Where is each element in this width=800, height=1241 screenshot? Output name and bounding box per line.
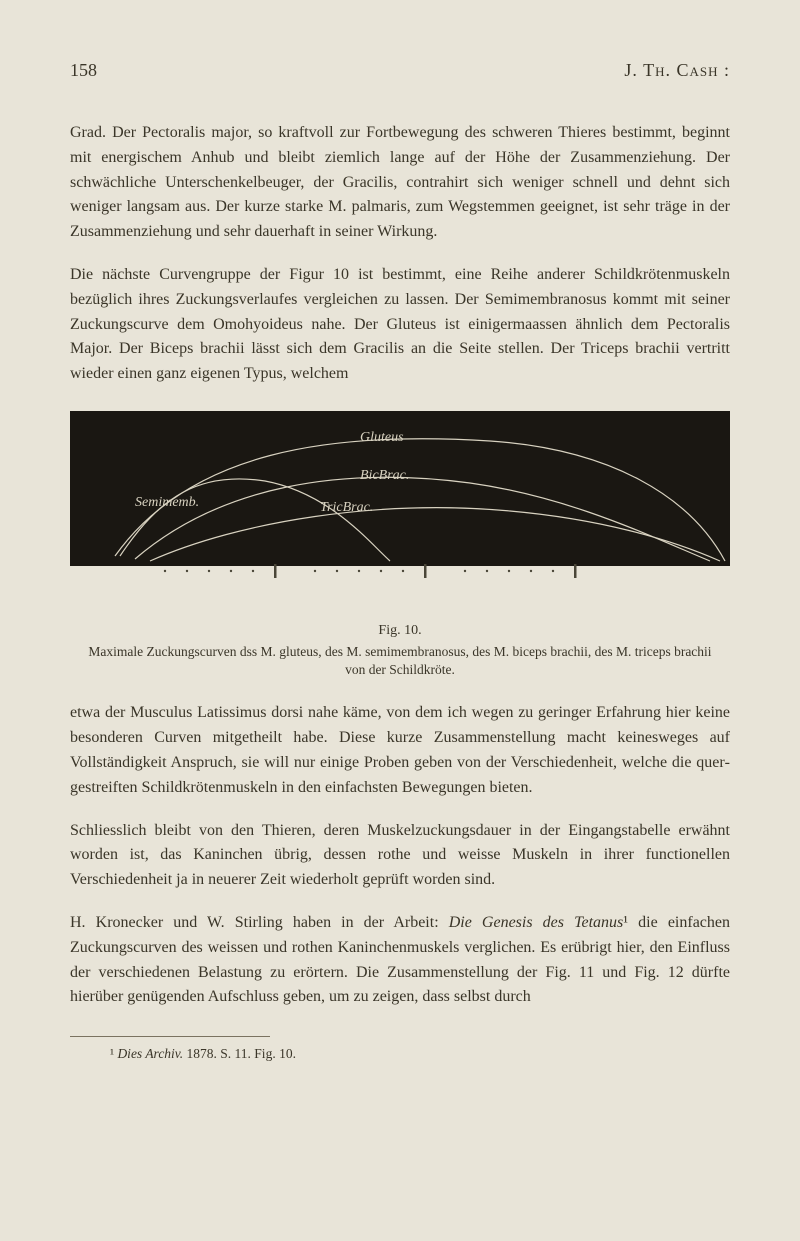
footnote-after: 1878. S. 11. Fig. 10. (183, 1046, 296, 1061)
figure-10-svg: Gluteus Semimemb. BicBrac. TricBrac. (70, 411, 730, 611)
footnote-1: ¹ Dies Archiv. 1878. S. 11. Fig. 10. (70, 1045, 730, 1064)
author-header: J. Th. Cash : (624, 60, 730, 81)
svg-text:TricBrac.: TricBrac. (320, 500, 373, 515)
p5-italic: Die Genesis des Tetanus (449, 914, 624, 931)
footnote-italic: Dies Archiv. (117, 1046, 183, 1061)
page-header: 158 J. Th. Cash : (70, 60, 730, 81)
paragraph-5: H. Kronecker und W. Stirling haben in de… (70, 911, 730, 1010)
paragraph-1: Grad. Der Pectoralis major, so kraftvoll… (70, 121, 730, 245)
paragraph-3: etwa der Musculus Latissimus dorsi nahe … (70, 701, 730, 800)
page-number: 158 (70, 60, 97, 81)
paragraph-4: Schliesslich bleibt von den Thieren, der… (70, 819, 730, 893)
figure-10: Gluteus Semimemb. BicBrac. TricBrac. (70, 411, 730, 611)
svg-text:Semimemb.: Semimemb. (135, 495, 199, 510)
figure-caption-text: Maximale Zuckungscurven dss M. gluteus, … (70, 643, 730, 679)
footnote-rule (70, 1036, 270, 1037)
svg-text:BicBrac.: BicBrac. (360, 468, 409, 483)
paragraph-2: Die nächste Curvengruppe der Figur 10 is… (70, 263, 730, 387)
svg-text:Gluteus: Gluteus (360, 430, 404, 445)
p5-part-a: H. Kronecker und W. Stirling haben in de… (70, 914, 449, 931)
figure-caption-number: Fig. 10. (70, 623, 730, 639)
